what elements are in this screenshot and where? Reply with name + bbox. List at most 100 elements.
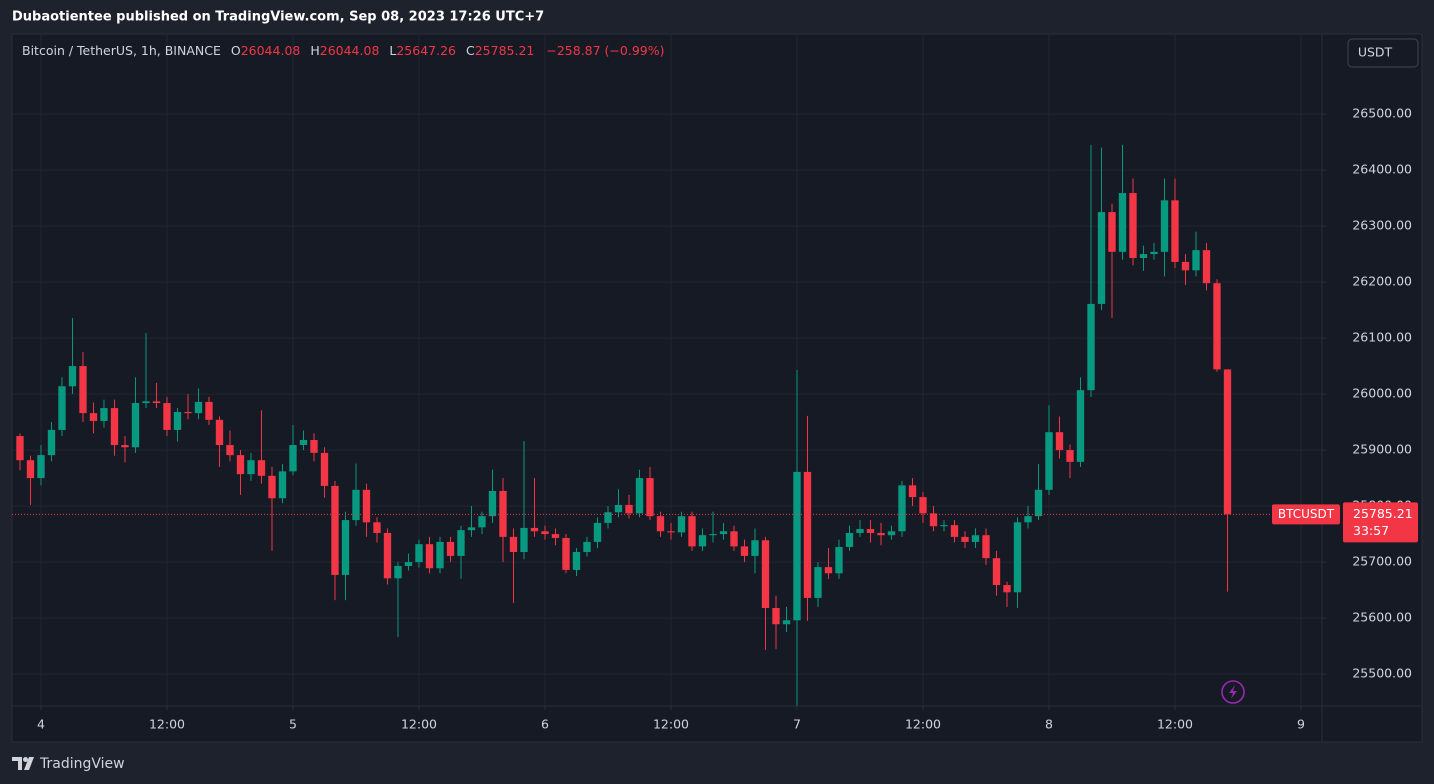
- currency-button-frame[interactable]: [1347, 38, 1419, 68]
- candle-body: [1034, 489, 1043, 517]
- y-tick-label: 25900.00: [1352, 442, 1412, 457]
- candle-body: [730, 531, 738, 547]
- candle-body: [961, 536, 969, 542]
- candle-body: [268, 475, 276, 499]
- candle-body: [761, 540, 770, 608]
- y-tick-label: 26400.00: [1352, 162, 1412, 177]
- candle-body: [940, 525, 948, 527]
- alert-icon[interactable]: [1221, 680, 1245, 704]
- candle-body: [971, 535, 980, 542]
- candle-body: [541, 531, 549, 535]
- candle-body: [79, 366, 87, 414]
- candle-body: [1223, 369, 1232, 515]
- candle-body: [373, 522, 381, 533]
- candle-body: [877, 532, 885, 536]
- candle-body: [341, 520, 350, 575]
- candle-body: [1213, 283, 1221, 370]
- currency-label[interactable]: USDT: [1358, 45, 1393, 60]
- candle-body: [572, 552, 581, 570]
- candle-body: [950, 525, 959, 537]
- candle-body: [467, 527, 476, 531]
- candle-body: [656, 516, 665, 532]
- countdown-label: 33:57: [1353, 523, 1389, 538]
- candle-body: [436, 541, 444, 569]
- candle-body: [278, 471, 287, 499]
- currency-button[interactable]: USDT: [1347, 38, 1419, 68]
- candles: [12, 144, 1322, 708]
- candle-body: [1160, 200, 1169, 252]
- candle-body: [520, 527, 528, 552]
- candle-body: [782, 620, 791, 625]
- candle-body: [677, 516, 686, 533]
- candle-body: [562, 538, 570, 570]
- x-tick-label: 5: [289, 717, 297, 732]
- footer-brand: TradingView: [39, 756, 125, 772]
- candle-body: [929, 513, 938, 527]
- candle-body: [1171, 200, 1179, 262]
- candle-body: [131, 403, 140, 448]
- candle-body: [992, 558, 1001, 586]
- y-tick-label: 26500.00: [1352, 106, 1412, 121]
- y-tick-label: 26100.00: [1352, 330, 1412, 345]
- candle-body: [352, 489, 360, 521]
- candle-body: [1076, 390, 1085, 462]
- alert-bolt[interactable]: [1229, 685, 1237, 699]
- candle-body: [751, 540, 759, 556]
- symbol-tag: [1272, 504, 1340, 525]
- x-tick-label: 6: [541, 717, 549, 732]
- candle-body: [488, 490, 497, 517]
- candle-body: [383, 532, 392, 579]
- candle-body: [215, 419, 224, 446]
- candle-body: [635, 478, 644, 514]
- chart-panel: [11, 33, 1423, 743]
- candle-body: [152, 401, 161, 404]
- candle-body: [1013, 522, 1022, 593]
- candle-body: [299, 440, 308, 446]
- candle-body: [982, 535, 990, 559]
- candle-body: [1129, 193, 1137, 258]
- x-tick-label: 12:00: [1157, 717, 1193, 732]
- y-tick-label: 26200.00: [1352, 274, 1412, 289]
- candle-body: [887, 531, 896, 536]
- candle-body: [404, 562, 413, 566]
- candle-body: [1181, 261, 1190, 271]
- y-tick-label: 25700.00: [1352, 554, 1412, 569]
- ohlc-value: 26044.08: [320, 43, 380, 58]
- symbol-tag-label: BTCUSDT: [1278, 507, 1335, 521]
- candle-body: [457, 530, 465, 556]
- candle-body: [856, 529, 864, 533]
- candle-body: [793, 471, 801, 621]
- candle-body: [100, 408, 108, 421]
- candle-body: [803, 471, 812, 598]
- candle-body: [740, 546, 749, 556]
- candle-body: [331, 485, 339, 575]
- x-tick-label: 7: [793, 717, 801, 732]
- candle-body: [814, 567, 822, 598]
- candle-body: [824, 567, 833, 574]
- grid: [12, 34, 1322, 706]
- alert-circle[interactable]: [1221, 680, 1245, 704]
- candle-body: [142, 401, 150, 404]
- x-tick-label: 12:00: [149, 717, 185, 732]
- candle-body: [898, 485, 906, 532]
- candle-body: [310, 440, 318, 453]
- footer-logo: TradingView: [12, 756, 125, 772]
- logo-mark: [12, 757, 34, 770]
- candle-body: [1192, 250, 1200, 271]
- candle-body: [908, 485, 917, 498]
- x-tick-label: 12:00: [653, 717, 689, 732]
- ohlc-label: L: [389, 43, 396, 58]
- candle-body: [226, 445, 234, 456]
- candle-body: [1055, 432, 1064, 451]
- ohlc-label: C: [466, 43, 475, 58]
- y-tick-label: 26000.00: [1352, 386, 1412, 401]
- candle-body: [247, 460, 255, 475]
- candle-body: [583, 541, 591, 552]
- candle-body: [394, 566, 402, 579]
- y-tick-label: 25600.00: [1352, 610, 1412, 625]
- price-tag-label: 25785.21: [1353, 506, 1413, 521]
- candle-body: [1118, 193, 1127, 252]
- candle-body: [362, 489, 371, 523]
- candle-body: [614, 504, 623, 513]
